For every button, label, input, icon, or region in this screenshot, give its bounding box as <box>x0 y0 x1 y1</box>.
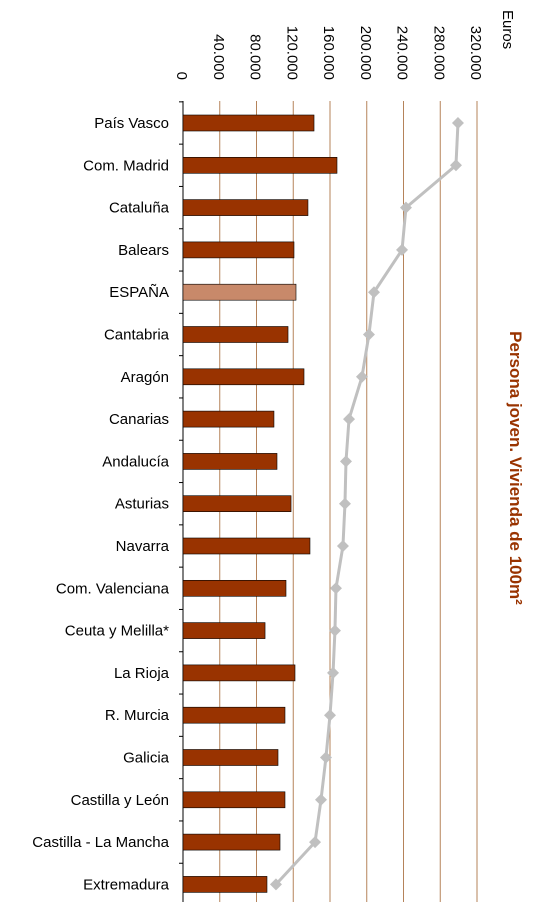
marker <box>328 624 341 637</box>
bar <box>182 876 268 893</box>
axis-label: Euros <box>499 10 516 49</box>
marker <box>309 836 322 849</box>
y-tick-label: Com. Valenciana <box>56 580 170 597</box>
bar <box>182 622 266 639</box>
x-tick-label: 280.000 <box>430 26 447 80</box>
y-tick-label: R. Murcia <box>105 707 170 724</box>
marker <box>362 328 375 341</box>
marker <box>319 751 332 764</box>
y-tick-label: Asturias <box>115 496 169 513</box>
y-tick-label: ESPAÑA <box>109 284 169 301</box>
bar <box>182 495 292 513</box>
bar <box>182 579 287 597</box>
bar <box>182 283 297 301</box>
bar <box>182 368 305 386</box>
y-tick-label: Extremadura <box>83 876 170 893</box>
y-tick-label: Cataluña <box>109 200 170 217</box>
marker <box>327 666 340 679</box>
y-tick-label: Com. Madrid <box>83 157 169 174</box>
bar <box>182 241 295 259</box>
bar <box>182 114 315 132</box>
x-tick-label: 0 <box>173 72 190 80</box>
y-tick-label: Balears <box>118 242 169 259</box>
marker <box>449 159 462 172</box>
bar <box>182 749 279 766</box>
y-tick-label: Andalucía <box>102 453 169 470</box>
x-tick-label: 160.000 <box>320 26 337 80</box>
marker <box>336 540 349 552</box>
marker <box>329 582 342 595</box>
y-tick-label: Castilla - La Mancha <box>32 834 169 851</box>
marker <box>343 413 356 426</box>
marker <box>396 243 409 256</box>
y-tick-label: Aragón <box>121 369 169 386</box>
chart-title: Persona joven. Vivienda de 100m² <box>506 331 525 605</box>
x-tick-label: 200.000 <box>357 26 374 80</box>
x-tick-label: 40.000 <box>210 34 227 80</box>
x-tick-label: 240.000 <box>394 26 411 80</box>
bar <box>182 157 338 174</box>
marker <box>355 370 368 383</box>
marker <box>269 878 282 891</box>
marker <box>451 117 464 129</box>
y-tick-label: Navarra <box>116 538 170 555</box>
bar <box>182 791 286 809</box>
y-tick-label: Ceuta y Melilla* <box>65 623 169 640</box>
marker <box>339 455 352 468</box>
marker <box>314 793 327 806</box>
y-tick-label: Galicia <box>123 750 170 767</box>
marker <box>399 201 412 214</box>
marker <box>324 709 336 722</box>
bar <box>182 199 309 216</box>
marker <box>338 497 351 510</box>
bar <box>182 706 286 724</box>
x-tick-label: 120.000 <box>283 26 300 80</box>
bar <box>182 410 275 428</box>
y-tick-label: Cantabria <box>104 327 170 344</box>
bar <box>182 453 278 470</box>
x-tick-label: 320.000 <box>467 26 484 80</box>
y-tick-label: Canarias <box>109 411 169 428</box>
bar <box>182 833 281 851</box>
bar <box>182 537 311 555</box>
bar <box>182 664 296 682</box>
y-tick-label: País Vasco <box>94 115 169 132</box>
y-tick-label: Castilla y León <box>71 792 169 809</box>
x-tick-label: 80.000 <box>247 34 264 80</box>
marker <box>368 286 381 299</box>
bar <box>182 326 289 343</box>
y-tick-label: La Rioja <box>114 665 170 682</box>
